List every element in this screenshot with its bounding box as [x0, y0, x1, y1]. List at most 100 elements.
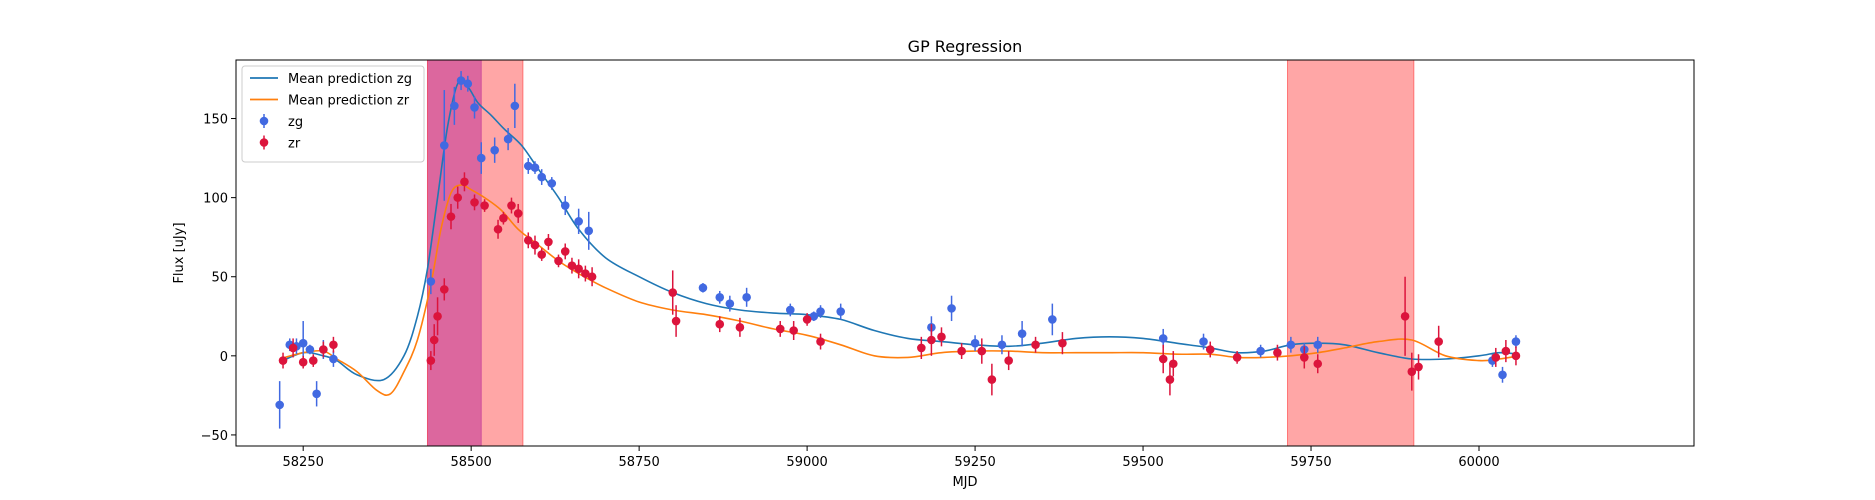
point-zg [470, 103, 479, 112]
point-zg [537, 172, 547, 182]
point-zr [977, 346, 987, 356]
point-zg [1048, 315, 1057, 324]
point-zr [917, 343, 926, 353]
point-zg [530, 163, 540, 172]
point-zr [1407, 367, 1417, 376]
point-zr [927, 335, 936, 345]
observation-points [275, 71, 1521, 429]
point-zr [671, 316, 681, 326]
shaded-region-2 [426, 59, 524, 447]
point-zg [456, 76, 466, 85]
point-zr [1058, 338, 1067, 348]
point-zr [329, 340, 338, 350]
point-zg [816, 307, 825, 316]
point-zg [476, 153, 486, 163]
point-zr [1168, 359, 1178, 369]
x-axis-label: MJD [952, 475, 977, 490]
point-zg [715, 292, 725, 302]
point-zr [937, 332, 946, 342]
point-zg [329, 354, 338, 364]
point-zg [1286, 340, 1296, 350]
x-tick-label: 58500 [450, 455, 491, 470]
point-zr [1273, 348, 1282, 357]
point-zr [433, 311, 442, 321]
point-zr [460, 177, 469, 187]
point-zr [298, 357, 308, 367]
legend-marker-zg [259, 116, 269, 126]
point-zg [1158, 334, 1168, 343]
point-zr [581, 269, 590, 278]
point-zr [439, 285, 449, 294]
y-tick-label: 150 [203, 113, 228, 128]
point-zr [507, 201, 516, 210]
x-tick-label: 59250 [954, 455, 995, 470]
point-zg [463, 79, 473, 89]
point-zr [574, 264, 583, 274]
point-zr [957, 346, 966, 356]
x-tick-label: 59000 [786, 455, 827, 470]
x-tick-label: 59500 [1122, 455, 1163, 470]
point-zr [513, 209, 523, 218]
points-zr [278, 172, 1521, 396]
point-zg [584, 226, 594, 236]
point-zr [426, 356, 436, 365]
point-zg [1256, 346, 1265, 356]
point-zg [503, 134, 513, 144]
point-zg [1313, 340, 1323, 350]
point-zr [544, 237, 553, 247]
point-zr [530, 240, 540, 250]
y-axis-label: Flux [uJy] [172, 222, 187, 283]
point-zg [997, 340, 1007, 350]
point-zr [789, 326, 798, 335]
point-zg [450, 101, 459, 111]
point-zr [715, 319, 725, 329]
shaded-regions [426, 59, 1415, 447]
point-zg [1511, 337, 1521, 346]
point-zr [1165, 375, 1175, 384]
point-zr [1511, 351, 1521, 361]
point-zr [987, 375, 997, 384]
point-zg [742, 292, 751, 302]
plot-area-frame [235, 59, 1695, 447]
y-tick-label: −50 [201, 429, 228, 444]
point-zg [574, 217, 583, 226]
legend-frame [241, 65, 425, 163]
x-tick-label: 58250 [283, 455, 324, 470]
point-zg [275, 400, 284, 410]
x-tick-label: 59750 [1290, 455, 1331, 470]
chart-title: GP Regression [908, 37, 1023, 56]
point-zg [305, 345, 315, 354]
point-zg [312, 389, 321, 399]
point-zr [567, 261, 577, 270]
point-zr [1434, 337, 1443, 346]
point-zr [587, 272, 597, 282]
legend-label-mean-prediction-zg: Mean prediction zg [288, 72, 412, 87]
point-zg [970, 338, 980, 348]
point-zr [1031, 340, 1040, 350]
legend-marker-zr [259, 138, 269, 147]
point-zg [836, 307, 846, 316]
axes-frame [235, 59, 1695, 447]
point-zg [523, 161, 533, 171]
legend-label-zg: zg [288, 115, 303, 130]
point-zr [537, 250, 547, 259]
x-axis-ticks: 58250 58500 58750 59000 59250 59500 59750 60000 [283, 446, 1500, 470]
point-zg [426, 277, 436, 286]
point-zr [1400, 311, 1410, 321]
point-zr [429, 335, 439, 345]
y-tick-label: 50 [211, 271, 228, 286]
point-zg [439, 141, 449, 150]
point-zr [1205, 345, 1215, 354]
legend-label-zr: zr [288, 137, 301, 152]
point-zr [735, 323, 745, 332]
legend-label-mean-prediction-zr: Mean prediction zr [288, 94, 410, 109]
legend: Mean prediction zg Mean prediction zr zg zr [241, 65, 425, 163]
point-zg [809, 311, 819, 321]
point-zg [698, 283, 708, 293]
shaded-region-3 [1287, 59, 1415, 447]
y-axis-ticks: −50 0 50 100 150 [201, 113, 236, 444]
point-zg [490, 145, 499, 155]
point-zg [560, 201, 570, 210]
point-zr [668, 288, 678, 297]
